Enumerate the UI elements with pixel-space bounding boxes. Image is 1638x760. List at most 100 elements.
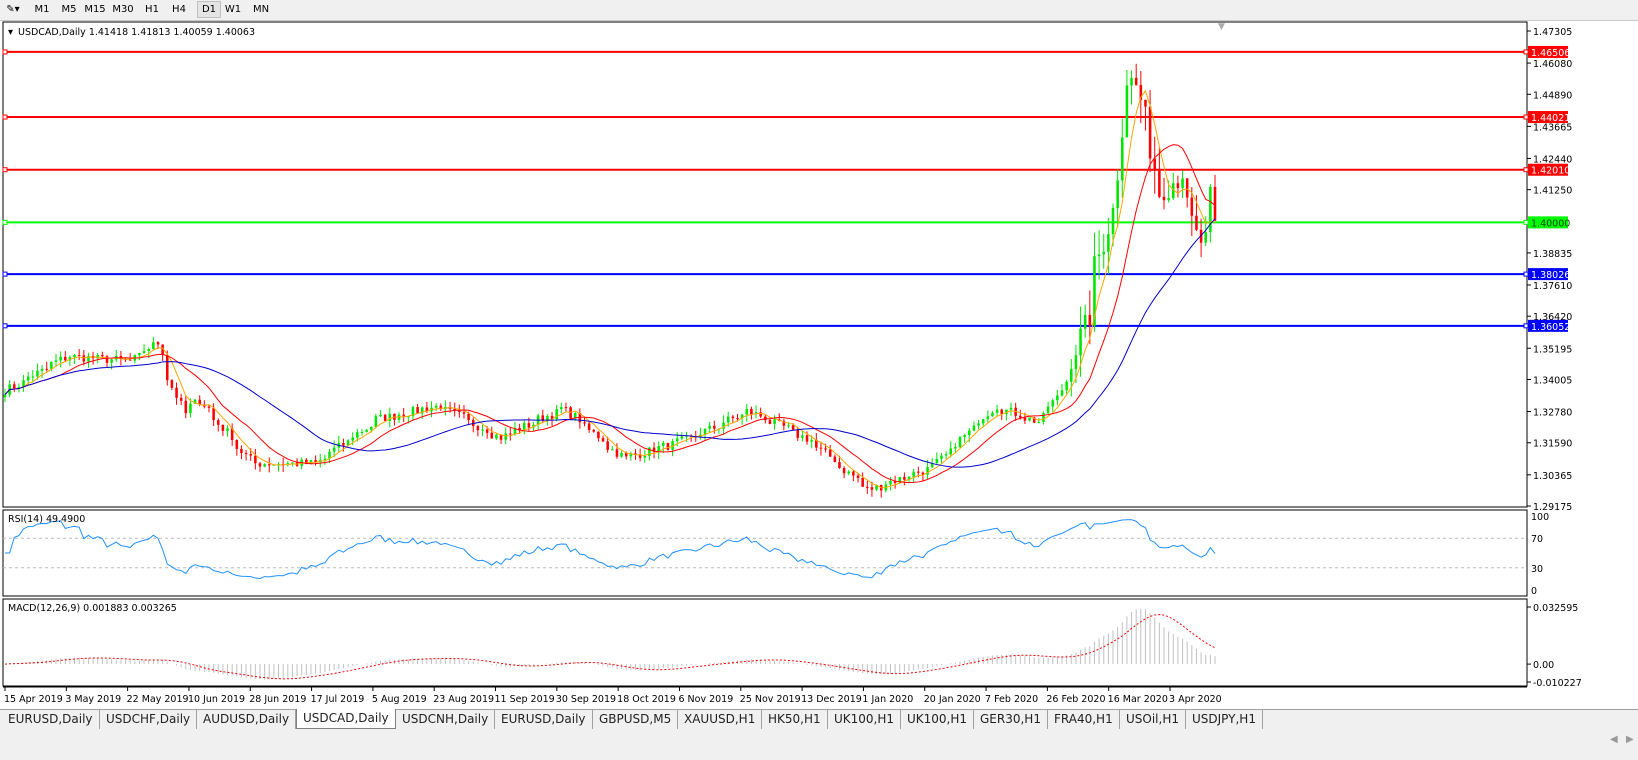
- candle: [592, 429, 596, 432]
- rsi-axis-label: 70: [1531, 534, 1543, 545]
- candle: [110, 359, 113, 363]
- price-axis-label: 1.37610: [1533, 281, 1572, 292]
- timeframe-M5[interactable]: M5: [61, 4, 77, 15]
- chart-tab[interactable]: HK50,H1: [762, 710, 828, 729]
- candle: [870, 487, 874, 490]
- level-price-label-bg: [1528, 163, 1568, 176]
- candle: [1144, 99, 1147, 107]
- candle: [750, 408, 753, 415]
- candle: [77, 354, 81, 356]
- candle: [1162, 196, 1166, 201]
- candle: [532, 424, 535, 428]
- candle: [805, 435, 809, 442]
- candle: [156, 342, 160, 345]
- candle: [1051, 400, 1055, 407]
- timeframe-W1[interactable]: W1: [224, 4, 242, 15]
- candle: [787, 425, 790, 427]
- candle: [184, 400, 188, 414]
- candle: [240, 448, 243, 454]
- timeframe-toolbar: ✎▾ M1 M5 M15 M30 H1 H4 D1 W1 MN: [0, 0, 1638, 21]
- candle: [954, 446, 957, 449]
- candle: [495, 434, 498, 439]
- timeframe-MN[interactable]: MN: [252, 4, 270, 15]
- price-axis-label: 1.32780: [1533, 408, 1572, 419]
- candle: [63, 356, 67, 361]
- candle: [314, 460, 317, 463]
- candle: [1023, 417, 1027, 421]
- timeframe-M15[interactable]: M15: [84, 4, 106, 15]
- chart-tab[interactable]: USDCAD,Daily: [296, 709, 396, 729]
- chart-tab[interactable]: USDJPY,H1: [1186, 710, 1263, 729]
- candle: [782, 420, 786, 426]
- timeframe-M30[interactable]: M30: [112, 4, 134, 15]
- level-price-label: 1.44021: [1531, 113, 1570, 124]
- candle: [226, 428, 229, 431]
- candle: [615, 449, 619, 457]
- timeframe-H4[interactable]: H4: [172, 4, 186, 15]
- level-handle: [1523, 323, 1529, 329]
- candle: [662, 442, 665, 446]
- candle: [1153, 158, 1157, 171]
- candle: [1172, 183, 1175, 199]
- candle: [680, 436, 684, 439]
- chart-tab[interactable]: AUDUSD,Daily: [197, 710, 297, 729]
- candle: [634, 453, 637, 455]
- candle: [852, 471, 855, 476]
- candle: [105, 356, 109, 363]
- rsi-label: RSI(14) 49.4900: [8, 514, 85, 525]
- chart-tab[interactable]: FRA40,H1: [1048, 710, 1120, 729]
- candle: [1125, 85, 1129, 138]
- candle: [518, 427, 521, 431]
- level-handle: [2, 114, 8, 120]
- candle: [940, 455, 943, 459]
- price-axis-label: 1.47305: [1533, 27, 1572, 38]
- macd-axis-label: 0.032595: [1533, 603, 1578, 614]
- candle: [1134, 77, 1138, 85]
- candle: [875, 484, 878, 490]
- chart-tab[interactable]: UK100,H1: [828, 710, 902, 729]
- chart-tab[interactable]: USDCHF,Daily: [100, 710, 198, 729]
- level-price-label-bg: [1528, 45, 1568, 58]
- chart-tabs-bar: EURUSD,Daily USDCHF,Daily AUDUSD,Daily USDC…: [0, 709, 1638, 730]
- level-handle: [1523, 167, 1529, 173]
- candle: [550, 416, 554, 420]
- time-axis-label: 23 Aug 2019: [433, 694, 494, 705]
- candle: [1102, 251, 1106, 255]
- level-handle: [1523, 114, 1529, 120]
- scroll-left-icon[interactable]: ◀: [1610, 734, 1618, 745]
- candle: [31, 376, 35, 378]
- candle: [847, 471, 851, 474]
- chart-tab[interactable]: EURUSD,Daily: [495, 710, 593, 729]
- time-axis-label: 26 Feb 2020: [1046, 694, 1105, 705]
- candle: [801, 435, 804, 438]
- candle: [638, 454, 642, 458]
- drawing-tools-icon[interactable]: ✎▾: [6, 4, 20, 15]
- candle: [360, 431, 364, 433]
- candle: [263, 464, 266, 467]
- chart-tab[interactable]: XAUUSD,H1: [678, 710, 763, 729]
- time-axis-label: 1 Jan 2020: [862, 694, 913, 705]
- candle: [671, 441, 674, 450]
- timeframe-M1[interactable]: M1: [34, 4, 50, 15]
- timeframe-H1[interactable]: H1: [145, 4, 159, 15]
- chart-tab[interactable]: EURUSD,Daily: [2, 710, 100, 729]
- candle: [59, 356, 62, 361]
- chart-tab[interactable]: USDCNH,Daily: [396, 710, 496, 729]
- candle: [527, 423, 531, 428]
- timeframe-D1[interactable]: D1: [197, 1, 221, 18]
- candle: [170, 380, 174, 388]
- price-axis-label: 1.43665: [1533, 122, 1572, 133]
- chart-tab[interactable]: GBPUSD,M5: [593, 710, 679, 729]
- chart-area[interactable]: ▼ 1.46506 1.44021 1.42010 1.40000 1.38026 1.36…: [0, 20, 1638, 710]
- candle: [768, 420, 772, 424]
- candle: [374, 416, 378, 427]
- scroll-right-icon[interactable]: ▶: [1626, 734, 1634, 745]
- candle: [1070, 369, 1073, 382]
- price-axis-label: 1.35195: [1533, 344, 1572, 355]
- candle: [1107, 234, 1110, 252]
- chart-tab[interactable]: GER30,H1: [974, 710, 1048, 729]
- chart-tab[interactable]: USOil,H1: [1120, 710, 1186, 729]
- candle: [815, 439, 818, 448]
- chart-tab[interactable]: UK100,H1: [901, 710, 975, 729]
- candle: [1005, 409, 1008, 414]
